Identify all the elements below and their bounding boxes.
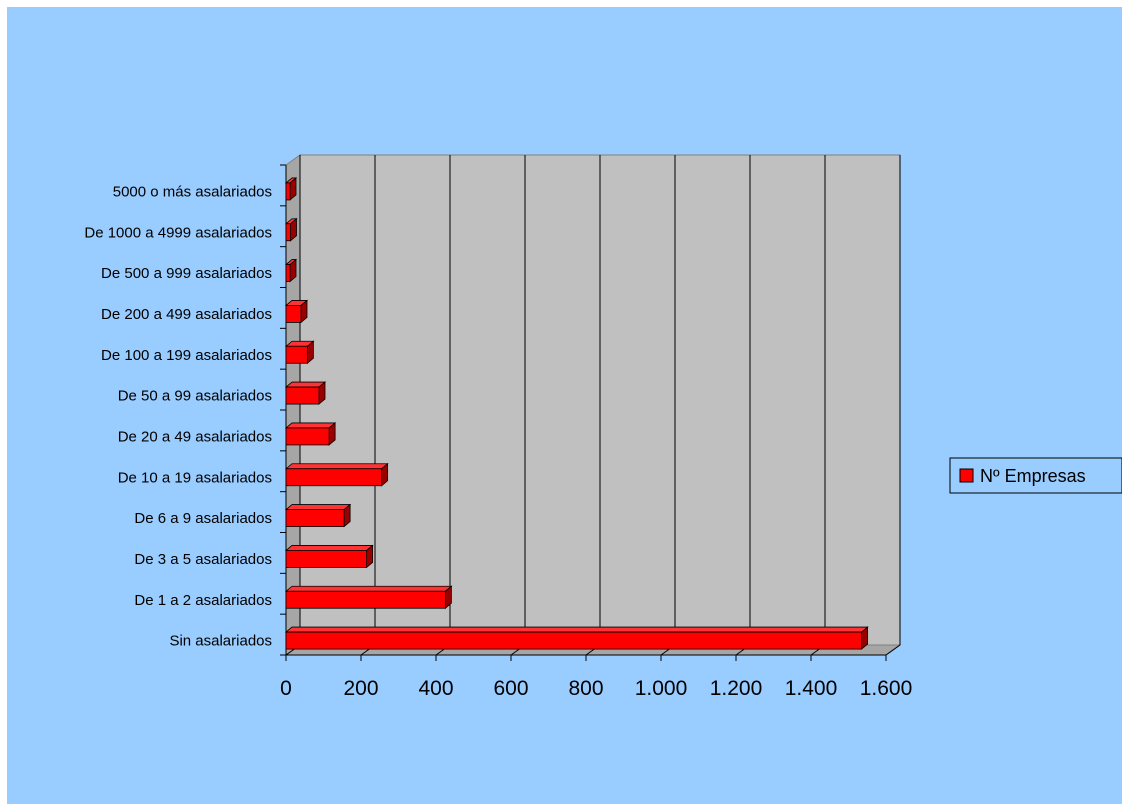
category-labels: 5000 o más asalariados De 1000 a 4999 asa… bbox=[84, 183, 272, 649]
bar-top bbox=[284, 422, 337, 429]
bar-top bbox=[284, 545, 374, 551]
category-label: 5000 o más asalariados bbox=[113, 183, 272, 200]
bar bbox=[284, 503, 352, 528]
category-label: De 20 a 49 asalariados bbox=[118, 428, 272, 445]
bar bbox=[284, 381, 327, 405]
category-label: De 6 a 9 asalariados bbox=[134, 510, 272, 527]
bar-top bbox=[284, 585, 453, 592]
bar bbox=[284, 462, 389, 487]
x-tick-label: 0 bbox=[280, 677, 292, 700]
category-label: Sin asalariados bbox=[169, 633, 272, 650]
bar-front bbox=[285, 264, 291, 282]
category-label: De 1 a 2 asalariados bbox=[134, 592, 272, 609]
category-label: De 200 a 499 asalariados bbox=[101, 306, 272, 323]
bar-top bbox=[284, 626, 869, 633]
bar bbox=[284, 258, 298, 283]
x-tick-label: 800 bbox=[568, 677, 603, 700]
bar-top bbox=[284, 381, 327, 388]
bar-front bbox=[285, 386, 320, 405]
x-tick-label: 1.200 bbox=[710, 677, 763, 700]
legend-swatch bbox=[959, 468, 974, 483]
bar bbox=[284, 544, 374, 569]
x-tick-label: 400 bbox=[418, 677, 453, 700]
bar-front bbox=[285, 509, 345, 527]
chart-area: 5000 o más asalariados De 1000 a 4999 asa… bbox=[7, 7, 1122, 804]
bar-front bbox=[285, 182, 291, 201]
bar bbox=[284, 422, 337, 446]
category-label: De 3 a 5 asalariados bbox=[134, 551, 272, 568]
bar bbox=[284, 177, 298, 201]
bar bbox=[284, 217, 298, 242]
x-tick-label: 200 bbox=[343, 677, 378, 700]
category-label: De 500 a 999 asalariados bbox=[101, 265, 272, 282]
bar-top bbox=[284, 504, 352, 510]
bar-front bbox=[285, 590, 446, 609]
bar bbox=[284, 585, 453, 610]
bar-front bbox=[285, 345, 308, 364]
x-tick-label: 1.400 bbox=[785, 677, 838, 700]
legend-label: Nº Empresas bbox=[980, 466, 1086, 486]
bar bbox=[284, 299, 309, 324]
x-tick-labels: 0 200 400 600 800 1.000 1.200 1.400 1.600 bbox=[280, 677, 912, 700]
category-label: De 10 a 19 asalariados bbox=[118, 469, 272, 486]
bar-front bbox=[285, 223, 291, 242]
plot-background bbox=[284, 154, 902, 656]
category-label: De 100 a 199 asalariados bbox=[101, 347, 272, 364]
bar-front bbox=[285, 550, 368, 568]
x-tick-label: 1.600 bbox=[860, 677, 913, 700]
x-tick-label: 600 bbox=[493, 677, 528, 700]
axes bbox=[280, 164, 887, 661]
bar-front bbox=[285, 468, 383, 487]
bar-front bbox=[285, 305, 302, 323]
bar bbox=[284, 340, 315, 365]
bars bbox=[284, 177, 869, 650]
bar-front bbox=[285, 631, 863, 650]
bar-front bbox=[285, 427, 330, 446]
gridlines bbox=[285, 155, 901, 656]
legend-box bbox=[949, 457, 1122, 494]
x-tick-label: 1.000 bbox=[635, 677, 688, 700]
bar-chart: 5000 o más asalariados De 1000 a 4999 asa… bbox=[84, 154, 1122, 700]
category-label: De 50 a 99 asalariados bbox=[118, 388, 272, 405]
category-label: De 1000 a 4999 asalariados bbox=[84, 224, 272, 241]
bar-top bbox=[284, 463, 389, 470]
legend: Nº Empresas bbox=[949, 457, 1122, 494]
bar bbox=[284, 626, 869, 650]
floor-gridline bbox=[885, 644, 901, 656]
